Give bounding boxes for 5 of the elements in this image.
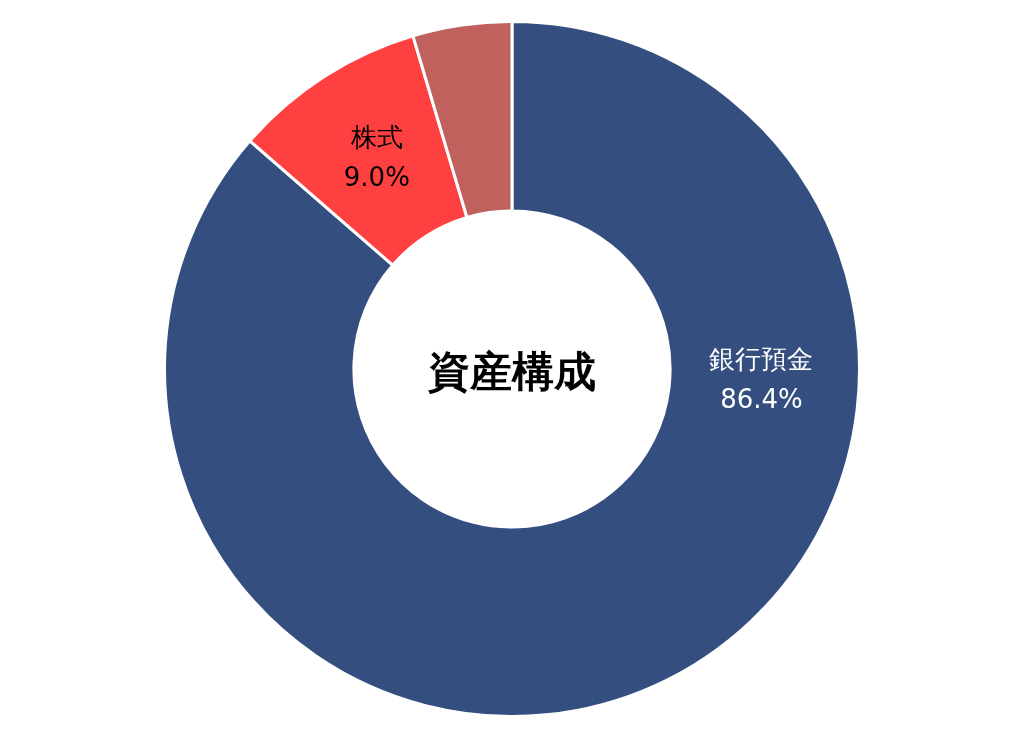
slice-label: 株式 (349, 121, 403, 152)
slice-label: 銀行預金 (709, 344, 814, 375)
data-label: 86.4% (720, 384, 803, 415)
data-label: 9.0% (343, 161, 410, 192)
text: 資産構成 (428, 346, 596, 396)
